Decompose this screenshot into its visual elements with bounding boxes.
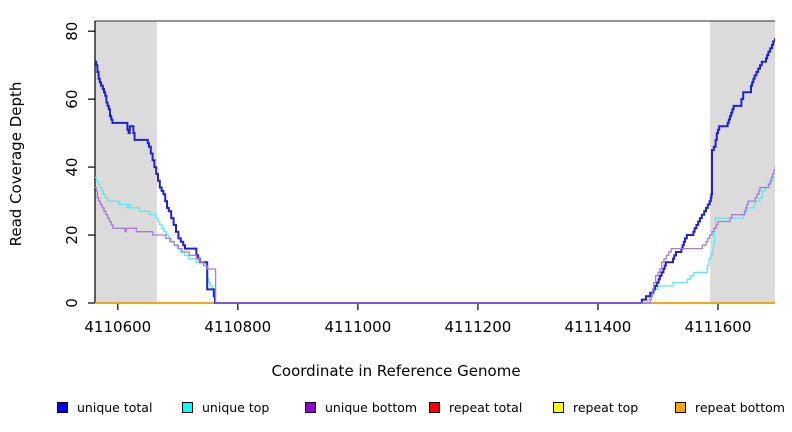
y-tick-label: 40	[63, 158, 81, 177]
y-tick-label: 0	[63, 298, 81, 308]
x-tick-label: 4110800	[204, 318, 271, 336]
shaded-region	[710, 21, 775, 303]
x-tick-label: 4111600	[685, 318, 752, 336]
series-unique-bottom	[95, 167, 775, 304]
x-tick-label: 4111400	[565, 318, 632, 336]
x-tick-label: 4110600	[84, 318, 151, 336]
x-tick-label: 4111200	[445, 318, 512, 336]
x-axis-title: Coordinate in Reference Genome	[271, 362, 521, 380]
y-axis-title: Read Coverage Depth	[7, 81, 25, 247]
y-tick-label: 80	[63, 22, 81, 41]
y-tick-label: 60	[63, 90, 81, 109]
series-unique-total	[95, 38, 775, 304]
shaded-region	[95, 21, 157, 303]
series-unique-top	[95, 176, 775, 304]
x-tick-label: 4111000	[324, 318, 391, 336]
y-tick-label: 20	[63, 226, 81, 245]
